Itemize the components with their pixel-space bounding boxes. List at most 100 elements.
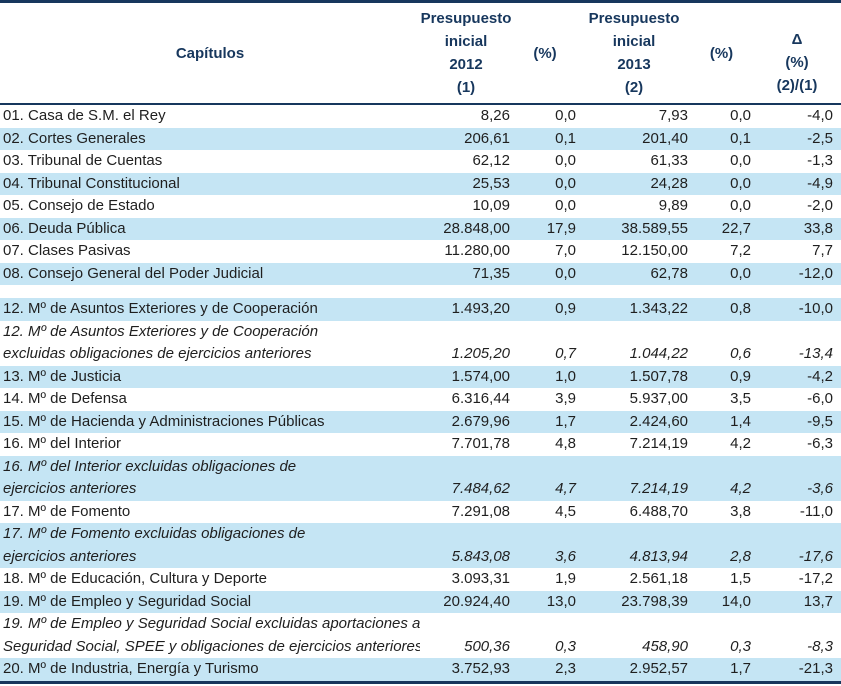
value-pct-2012: 0,0 [555,264,576,282]
table-row: 05. Consejo de Estado 10,09 0,0 9,89 0,0 -2,0 [0,195,841,218]
value-2012: 6.316,44 [451,390,510,407]
row-label: 17. Mº de Fomento [3,502,131,520]
value-2012: 25,53 [472,174,510,192]
value-2012: 10,09 [472,197,510,214]
table-row: 04. Tribunal Constitucional 25,53 0,0 24,28… [0,172,841,195]
row-label: 07. Clases Pasivas [3,242,131,259]
header-line: Presupuesto [420,10,512,27]
table-header: Capítulos Presupuesto inicial 2012 (1) (%) … [0,3,841,105]
row-label: 20. Mº de Industria, Energía y Turismo [3,660,259,677]
table-row: 16. Mº del Interior 7.701,78 4,8 7.214,19 4,… [0,433,841,456]
row-label: 01. Casa de S.M. el Rey [3,107,166,124]
table-row: 12. Mº de Asuntos Exteriores y de Cooper… [0,320,841,366]
value-delta: -17,2 [798,570,833,587]
value-2012: 7.701,78 [451,435,510,452]
table-row: 01. Casa de S.M. el Rey 8,26 0,0 7,93 0,0 -4,… [0,105,841,128]
value-pct-2012: 4,8 [555,435,576,452]
value-2012: 2.679,96 [451,412,510,430]
value-2012: 62,12 [472,152,510,169]
table-body: 01. Casa de S.M. el Rey 8,26 0,0 7,93 0,0 -4,… [0,105,841,681]
value-delta: -3,6 [807,480,833,497]
table-row: 20. Mº de Industria, Energía y Turismo 3.… [0,658,841,681]
table-row: 07. Clases Pasivas 11.280,00 7,0 12.150,00 7… [0,240,841,263]
value-pct-2013: 0,8 [730,300,751,317]
table-row: 08. Consejo General del Poder Judicial 71… [0,262,841,285]
value-2013: 4.813,94 [629,547,688,565]
value-delta: 33,8 [803,219,833,237]
row-label: 17. Mº de Fomento excluidas obligaciones… [3,525,306,565]
header-line: 2012 [449,56,483,73]
value-pct-2013: 0,0 [730,174,751,192]
table-row: 18. Mº de Educación, Cultura y Deporte 3.… [0,568,841,591]
value-2012: 11.280,00 [444,242,510,259]
value-2012: 28.848,00 [443,219,510,237]
value-pct-2012: 0,0 [555,152,576,169]
table-row: 13. Mº de Justicia 1.574,00 1,0 1.507,78 0,9… [0,365,841,388]
value-2012: 206,61 [464,129,510,147]
value-pct-2012: 1,7 [555,412,576,430]
value-2013: 2.424,60 [629,412,688,430]
table-row: 17. Mº de Fomento excluidas obligaciones… [0,523,841,568]
value-pct-2013: 1,4 [730,412,751,430]
table-row: 12. Mº de Asuntos Exteriores y de Cooper… [0,298,841,321]
header-line: (%) [785,54,809,71]
value-pct-2012: 0,0 [555,107,576,124]
value-2013: 7.214,19 [629,480,688,497]
table-row: 14. Mº de Defensa 6.316,44 3,9 5.937,00 3,5 -… [0,388,841,411]
value-delta: -11,0 [799,502,833,520]
value-delta: -1,3 [807,152,833,169]
header-line: (1) [456,79,476,96]
header-line: 2013 [617,56,651,73]
value-delta: -2,5 [807,129,833,147]
value-2013: 458,90 [642,637,688,655]
value-2012: 8,26 [480,107,510,124]
value-2013: 38.589,55 [621,219,688,237]
value-pct-2013: 4,2 [730,480,751,497]
value-delta: -21,3 [798,660,833,677]
value-pct-2013: 4,2 [730,435,751,452]
value-delta: -13,4 [798,345,833,362]
value-2013: 2.952,57 [629,660,688,677]
value-2012: 3.752,93 [451,660,510,677]
value-delta: -12,0 [798,264,833,282]
value-pct-2012: 0,3 [555,637,576,655]
value-2013: 62,78 [650,264,688,282]
section-separator [0,285,841,298]
value-pct-2013: 0,6 [730,345,751,362]
value-2013: 201,40 [642,129,688,147]
value-2012: 1.574,00 [451,367,510,385]
value-pct-2013: 3,8 [730,502,751,520]
value-pct-2013: 0,1 [730,129,751,147]
row-label: 12. Mº de Asuntos Exteriores y de Cooper… [3,322,319,363]
table-row: 06. Deuda Pública 28.848,00 17,9 38.589,55 2… [0,217,841,240]
value-delta: -4,9 [807,174,833,192]
row-label: 03. Tribunal de Cuentas [3,152,163,169]
value-2013: 6.488,70 [629,502,688,520]
value-2012: 20.924,40 [443,592,510,610]
value-2013: 5.937,00 [629,390,688,407]
value-pct-2013: 1,7 [730,660,751,677]
value-delta: -6,0 [807,390,833,407]
value-2013: 2.561,18 [629,570,688,587]
value-pct-2012: 1,0 [555,367,576,385]
table-row: 17. Mº de Fomento 7.291,08 4,5 6.488,70 3,8 -… [0,500,841,523]
value-2012: 3.093,31 [451,570,510,587]
value-pct-2013: 0,0 [730,264,751,282]
value-delta: -4,0 [807,107,833,124]
value-delta: 13,7 [803,592,833,610]
value-2013: 1.507,78 [629,367,688,385]
header-pct-2013: (%) [709,44,734,62]
value-pct-2013: 0,3 [730,637,751,655]
header-line: (2) [624,79,644,96]
value-2012: 7.484,62 [451,480,510,497]
value-2013: 9,89 [658,197,688,214]
value-pct-2012: 13,0 [546,592,576,610]
value-2012: 1.205,20 [451,345,510,362]
value-2012: 500,36 [464,637,510,655]
value-delta: -6,3 [807,435,833,452]
header-line: inicial [444,33,488,50]
row-label: 13. Mº de Justicia [3,367,122,385]
header-line: Δ [791,31,803,48]
value-2013: 7.214,19 [629,435,688,452]
